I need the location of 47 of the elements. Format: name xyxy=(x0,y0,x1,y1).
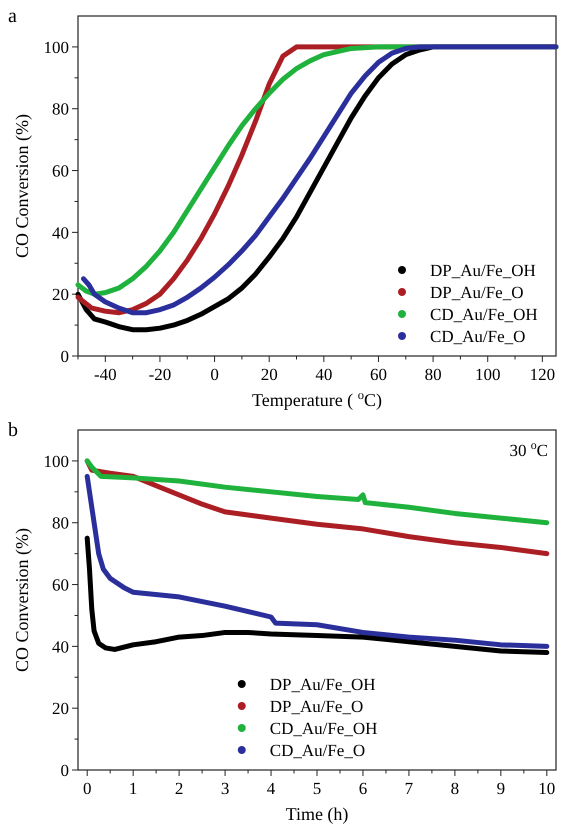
x-tick-label: -40 xyxy=(94,365,117,384)
legend-label: DP_Au/Fe_O xyxy=(270,696,364,716)
legend-label: DP_Au/Fe_OH xyxy=(430,260,536,280)
y-tick-label: 60 xyxy=(52,161,69,180)
y-tick-label: 40 xyxy=(52,637,69,656)
y-tick-label: 100 xyxy=(44,38,69,57)
x-tick-label: 8 xyxy=(450,779,460,798)
x-tick-label: 80 xyxy=(424,365,442,384)
x-tick-label: 60 xyxy=(370,365,387,384)
y-tick-label: 40 xyxy=(52,223,69,242)
y-tick-label: 60 xyxy=(52,575,69,594)
x-tick-label: 4 xyxy=(266,779,276,798)
x-tick-label: 120 xyxy=(530,365,556,384)
legend-label: CD_Au/Fe_O xyxy=(430,326,526,346)
y-tick-label: 100 xyxy=(44,452,69,471)
y-tick-label: 80 xyxy=(52,100,69,119)
x-tick-label: 6 xyxy=(358,779,368,798)
y-tick-label: 80 xyxy=(52,514,69,533)
y-tick-label: 0 xyxy=(60,346,69,366)
x-tick-label: 40 xyxy=(315,365,332,384)
legend-label: DP_Au/Fe_OH xyxy=(270,674,376,694)
x-axis-title: Temperature ( $^{o}$C) xyxy=(252,388,382,410)
annotation: 30 $^{o}$C xyxy=(509,438,548,460)
chart-title: b xyxy=(8,419,18,441)
chart-title: a xyxy=(8,5,17,27)
x-tick-label: 100 xyxy=(474,365,500,384)
legend-label: DP_Au/Fe_O xyxy=(430,282,524,302)
y-tick-label: 0 xyxy=(60,760,69,780)
x-tick-label: 2 xyxy=(174,779,184,798)
x-tick-label: 7 xyxy=(404,779,414,798)
x-tick-label: 20 xyxy=(260,365,278,384)
x-tick-label: 5 xyxy=(312,779,322,798)
x-tick-label: -20 xyxy=(148,365,172,384)
legend-label: CD_Au/Fe_O xyxy=(270,740,366,760)
y-tick-label: 20 xyxy=(52,699,69,718)
x-axis-title: Time (h) xyxy=(286,804,348,824)
x-tick-label: 1 xyxy=(128,779,138,798)
x-tick-label: 0 xyxy=(210,365,219,384)
x-tick-label: 10 xyxy=(538,779,556,798)
x-tick-label: 3 xyxy=(220,779,230,798)
x-tick-label: 0 xyxy=(82,779,92,798)
y-tick-label: 20 xyxy=(52,285,69,304)
legend-label: CD_Au/Fe_OH xyxy=(270,718,378,738)
x-tick-label: 9 xyxy=(496,779,506,798)
y-axis-title: CO Conversion (%) xyxy=(12,114,32,258)
legend-label: CD_Au/Fe_OH xyxy=(430,304,538,324)
y-axis-title: CO Conversion (%) xyxy=(12,528,32,672)
